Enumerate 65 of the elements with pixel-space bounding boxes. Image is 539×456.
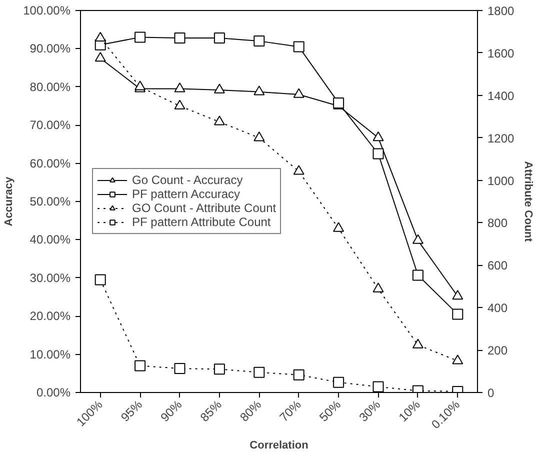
x-tick-label: 70% [276,397,304,424]
point [214,364,225,375]
legend-label: PF pattern Attribute Count [132,215,271,229]
y-axis-title: Accuracy [3,176,16,226]
x-axis-title: Correlation [250,439,309,452]
point [214,32,225,44]
y2-tick-label: 800 [488,216,508,230]
y-tick-label: 30.00% [30,270,71,285]
y-tick-label: 60.00% [30,156,71,170]
y2-tick-label: 600 [488,258,508,273]
x-tick-label: 50% [316,397,344,424]
point [214,116,225,126]
point [412,270,424,281]
y-tick-label: 90.00% [30,42,71,56]
point [293,369,304,380]
point [174,363,186,374]
point [372,381,384,392]
y-tick-label: 80.00% [30,80,71,94]
x-tick-label: 95% [118,397,146,424]
point [372,131,384,142]
point [293,41,304,52]
legend-label: GO Count - Attribute Count [132,201,276,215]
legend-label: Go Count - Accuracy [132,173,243,187]
y-tick-label: 50.00% [30,194,71,208]
point [412,338,424,348]
y2-tick-label: 0 [488,386,494,400]
legend-label: PF pattern Accuracy [132,187,240,201]
point [372,282,384,292]
point [214,84,225,94]
x-tick-label: 80% [237,397,264,424]
y2-tick-label: 200 [488,344,508,358]
point [254,36,265,47]
y-tick-label: 0.00% [36,386,71,400]
y-tick-label: 20.00% [30,309,71,324]
point [134,360,146,372]
y2-tick-label: 1200 [488,131,515,146]
y2-tick-label: 1600 [488,46,515,60]
y-tick-label: 40.00% [30,232,71,247]
point [94,52,106,62]
y2-tick-label: 1400 [488,88,515,103]
point [94,32,106,42]
point [412,234,424,244]
point [452,354,464,364]
point [254,86,265,96]
point [174,100,186,110]
y2-tick-label: 400 [488,301,508,316]
point [254,132,265,142]
y2-tick-label: 1000 [488,174,515,188]
y2-axis-title: Attribute Count [522,161,534,242]
y-tick-label: 70.00% [30,118,71,132]
point [452,308,464,320]
point [254,366,265,378]
y-tick-label: 10.00% [30,347,71,362]
point [174,32,186,44]
point [452,290,464,300]
point [372,148,384,160]
point [134,32,146,43]
point [333,222,344,232]
point [293,165,304,175]
point [293,88,304,98]
point [333,376,344,388]
point [174,82,186,92]
y2-tick-label: 1800 [488,4,515,18]
point [94,274,106,286]
y-tick-label: 100.00% [23,4,71,18]
